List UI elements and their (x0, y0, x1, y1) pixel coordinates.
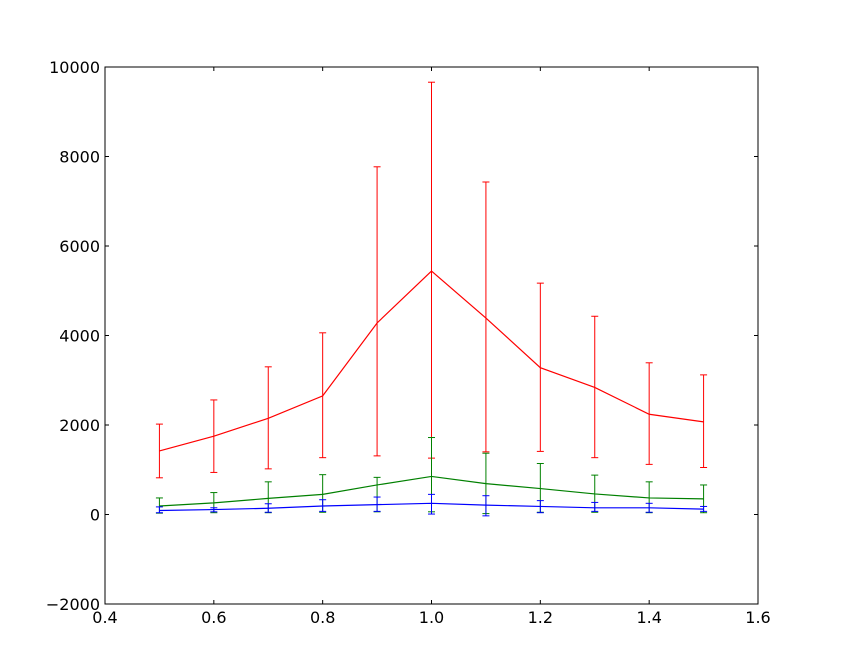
x-tick-label: 0.8 (310, 608, 335, 627)
ticks-layer: 0.4 0.6 0.8 1.0 1.2 1.4 1.6 −2000 0 2000 4000 6000 8… (46, 58, 771, 627)
y-tick-label: 4000 (59, 327, 100, 346)
x-tick-label: 0.4 (92, 608, 117, 627)
x-tick-label: 1.4 (636, 608, 661, 627)
y-tick-label: −2000 (46, 595, 100, 614)
x-tick-label: 1.0 (419, 608, 444, 627)
x-tick-label: 1.6 (745, 608, 770, 627)
series-2 (155, 493, 708, 517)
y-tick-label: 10000 (49, 58, 100, 77)
series-0 (155, 81, 708, 479)
y-tick-label: 0 (90, 506, 100, 525)
y-tick-label: 2000 (59, 416, 100, 435)
series-1 (155, 437, 708, 515)
y-tick-label: 8000 (59, 148, 100, 167)
x-tick-label: 0.6 (201, 608, 226, 627)
y-tick-label: 6000 (59, 237, 100, 256)
x-tick-label: 1.2 (528, 608, 553, 627)
series-layer (155, 81, 708, 517)
plot-frame (104, 66, 759, 605)
